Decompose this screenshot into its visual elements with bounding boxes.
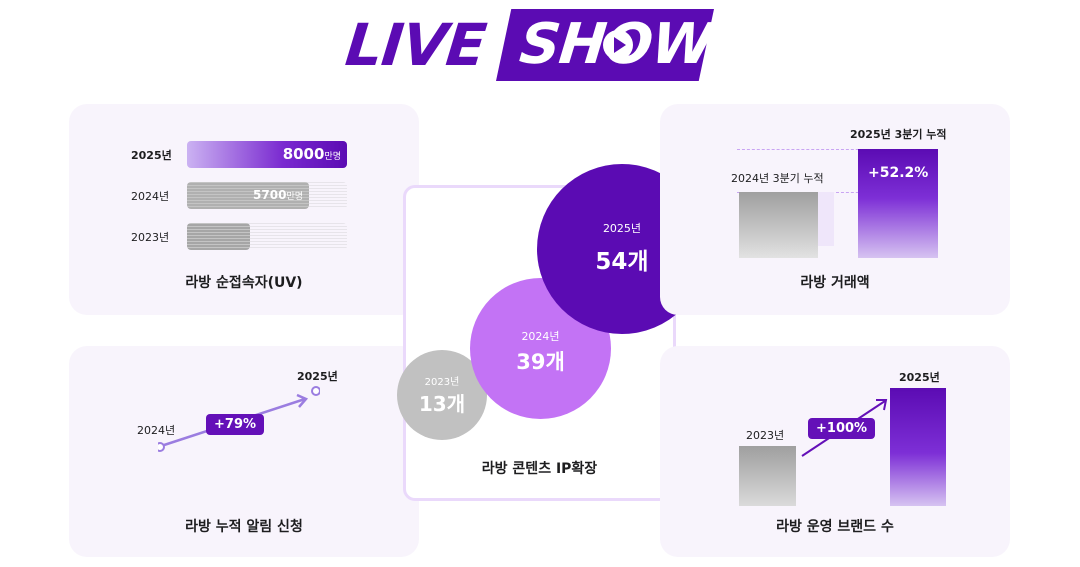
brand-card-title: 라방 운영 브랜드 수 bbox=[776, 519, 894, 535]
alarm-growth-badge: +79% bbox=[206, 414, 265, 435]
uv-unit: 만명 bbox=[286, 192, 303, 202]
trade-dash-bottom bbox=[737, 192, 938, 193]
uv-year-label: 2025년 bbox=[131, 149, 172, 162]
trade-bar-shadow bbox=[818, 192, 834, 246]
trade-growth-badge: +52.2% bbox=[868, 165, 929, 181]
alarm-label-start: 2024년 bbox=[137, 424, 176, 437]
bubble-value: 39개 bbox=[516, 350, 565, 374]
uv-card: 2025년 8000만명 2024년 5700만명 2023년 라방 순접속자(… bbox=[69, 104, 419, 315]
alarm-card-title: 라방 누적 알림 신청 bbox=[185, 519, 303, 535]
uv-unit: 만명 bbox=[324, 152, 341, 162]
trade-bar-2024 bbox=[739, 192, 818, 258]
bubble-year: 2023년 bbox=[424, 377, 460, 388]
uv-value: 5700 bbox=[253, 188, 287, 202]
trade-label-2024: 2024년 3분기 누적 bbox=[731, 172, 824, 185]
uv-year-label: 2024년 bbox=[131, 190, 170, 203]
alarm-label-end: 2025년 bbox=[297, 370, 338, 383]
alarm-card: 2024년 2025년 +79% 라방 누적 알림 신청 bbox=[69, 346, 419, 557]
trade-bar-2025 bbox=[858, 149, 938, 258]
brand-card: 2023년 2025년 +100% 라방 운영 브랜드 수 bbox=[660, 346, 1010, 557]
bubble-value: 13개 bbox=[418, 392, 466, 416]
uv-bar-2024: 5700만명 bbox=[187, 182, 309, 209]
trade-label-2025: 2025년 3분기 누적 bbox=[850, 128, 947, 141]
brand-bar-2023 bbox=[739, 446, 796, 506]
alarm-arrow-head bbox=[296, 393, 309, 408]
brand-label-start: 2023년 bbox=[746, 429, 785, 442]
brand-growth-badge: +100% bbox=[808, 418, 876, 439]
uv-row-2024: 2024년 5700만명 bbox=[69, 182, 419, 210]
alarm-start-dot bbox=[158, 442, 165, 452]
bubble-year: 2024년 bbox=[521, 330, 560, 343]
uv-year-label: 2023년 bbox=[131, 231, 170, 244]
bubble-value: 54개 bbox=[595, 249, 649, 275]
trade-dash-top bbox=[737, 149, 938, 150]
uv-bar-2023 bbox=[187, 223, 250, 250]
logo-live-text: LIVE bbox=[342, 11, 489, 79]
ip-panel-title: 라방 콘텐츠 IP확장 bbox=[481, 461, 598, 477]
alarm-end-dot bbox=[311, 386, 320, 396]
uv-bar-2025: 8000만명 bbox=[187, 141, 347, 168]
uv-row-2025: 2025년 8000만명 bbox=[69, 141, 419, 169]
trade-card-title: 라방 거래액 bbox=[800, 275, 870, 291]
brand-label-end: 2025년 bbox=[899, 371, 940, 384]
uv-card-title: 라방 순접속자(UV) bbox=[185, 275, 303, 291]
liveshow-logo: LIVE SHOW bbox=[342, 9, 716, 81]
alarm-growth-chart bbox=[158, 386, 320, 506]
uv-value: 8000 bbox=[282, 145, 325, 163]
brand-bar-2025 bbox=[890, 388, 946, 506]
play-icon bbox=[603, 30, 633, 60]
bubble-year: 2025년 bbox=[602, 222, 642, 235]
uv-row-2023: 2023년 bbox=[69, 223, 419, 251]
trade-card: 2025년 3분기 누적 2024년 3분기 누적 +52.2% 라방 거래액 bbox=[660, 104, 1010, 315]
